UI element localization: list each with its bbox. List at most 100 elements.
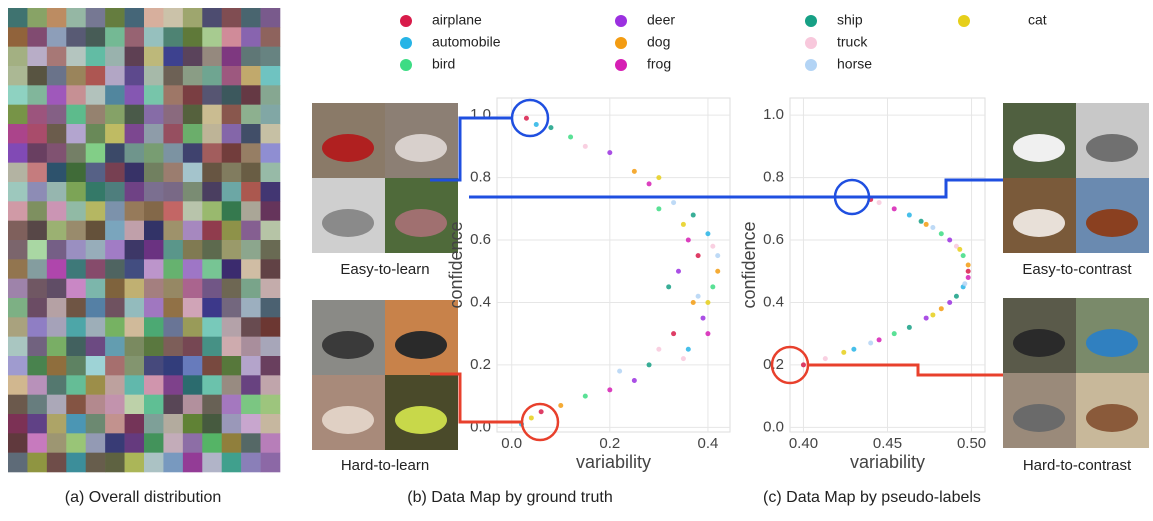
image-tile — [144, 104, 164, 125]
image-tile — [124, 240, 145, 260]
image-tile — [241, 375, 261, 395]
image-tile — [260, 8, 281, 28]
point — [666, 284, 672, 290]
image-tile — [27, 8, 48, 28]
image-tile — [46, 259, 67, 279]
image-tile — [124, 336, 145, 357]
image-tile — [221, 201, 242, 221]
y-tick-label: 0.2 — [470, 356, 491, 373]
image-tile — [124, 278, 145, 299]
image-tile — [27, 124, 48, 144]
image-tile — [202, 8, 223, 28]
image-tile — [202, 220, 223, 241]
image-tile — [241, 104, 261, 125]
image-tile — [27, 201, 48, 221]
image-tile — [85, 259, 106, 279]
image-tile — [85, 27, 106, 47]
photo-subject — [1013, 329, 1065, 357]
image-tile — [8, 85, 28, 105]
image-tile — [66, 8, 87, 28]
image-tile — [260, 201, 281, 221]
image-tile — [260, 27, 281, 47]
photo-subject — [395, 209, 447, 237]
image-tile — [202, 414, 223, 434]
image-tile — [27, 143, 48, 163]
photo-subject — [1086, 404, 1138, 432]
x-axis-label: variability — [576, 452, 651, 472]
image-tile — [66, 336, 87, 357]
image-tile — [85, 433, 106, 453]
photo-subject — [322, 134, 374, 162]
image-tile — [124, 433, 145, 453]
highlight-circle — [770, 345, 810, 385]
image-tile — [8, 356, 28, 376]
image-tile — [260, 452, 281, 473]
image-tile — [105, 27, 125, 47]
image-tile — [27, 414, 48, 434]
point — [690, 212, 696, 218]
image-tile — [46, 201, 67, 221]
image-tile — [46, 356, 67, 376]
image-tile — [163, 8, 184, 28]
image-tile — [163, 414, 184, 434]
image-tile — [182, 220, 203, 241]
point — [656, 175, 662, 181]
image-tile — [27, 182, 48, 202]
point — [947, 299, 953, 305]
point — [533, 122, 539, 128]
image-tile — [182, 394, 203, 415]
image-tile — [163, 66, 184, 86]
image-tile — [202, 317, 223, 337]
image-tile — [182, 143, 203, 163]
y-tick-label: 0.8 — [470, 169, 491, 186]
image-tile — [144, 8, 164, 28]
point — [923, 315, 929, 321]
y-tick-label: 0.6 — [470, 231, 491, 248]
x-axis-label: variability — [850, 452, 925, 472]
point — [965, 262, 971, 268]
image-label: Easy-to-contrast — [1022, 261, 1132, 278]
image-tile — [66, 259, 87, 279]
image-tile — [85, 394, 106, 415]
image-tile — [221, 452, 242, 473]
image-tile — [221, 104, 242, 125]
image-tile — [85, 162, 106, 183]
legend-swatch — [805, 15, 817, 27]
image-tile — [66, 104, 87, 125]
image-tile — [221, 433, 242, 453]
image-tile — [8, 182, 28, 202]
image-tile — [202, 375, 223, 395]
image-tile — [241, 182, 261, 202]
image-tile — [163, 240, 184, 260]
image-tile — [66, 433, 87, 453]
image-tile — [241, 278, 261, 299]
image-tile — [8, 452, 28, 473]
image-tile — [46, 124, 67, 144]
image-tile — [66, 356, 87, 376]
image-tile — [241, 433, 261, 453]
point — [548, 125, 554, 131]
image-tile — [221, 8, 242, 28]
image-tile — [202, 240, 223, 260]
image-tile — [105, 433, 125, 453]
image-tile — [66, 298, 87, 318]
image-tile — [66, 220, 87, 241]
point — [930, 312, 936, 318]
image-tile — [66, 143, 87, 163]
image-tile — [124, 46, 145, 67]
photo-subject — [322, 209, 374, 237]
image-tile — [260, 46, 281, 67]
image-tile — [8, 162, 28, 183]
image-tile — [85, 85, 106, 105]
image-tile — [124, 452, 145, 473]
image-tile — [144, 46, 164, 67]
image-tile — [8, 414, 28, 434]
image-tile — [241, 27, 261, 47]
image-tile — [202, 143, 223, 163]
image-tile — [46, 66, 67, 86]
image-tile — [85, 240, 106, 260]
image-tile — [85, 46, 106, 67]
image-tile — [46, 104, 67, 125]
image-tile — [202, 46, 223, 67]
